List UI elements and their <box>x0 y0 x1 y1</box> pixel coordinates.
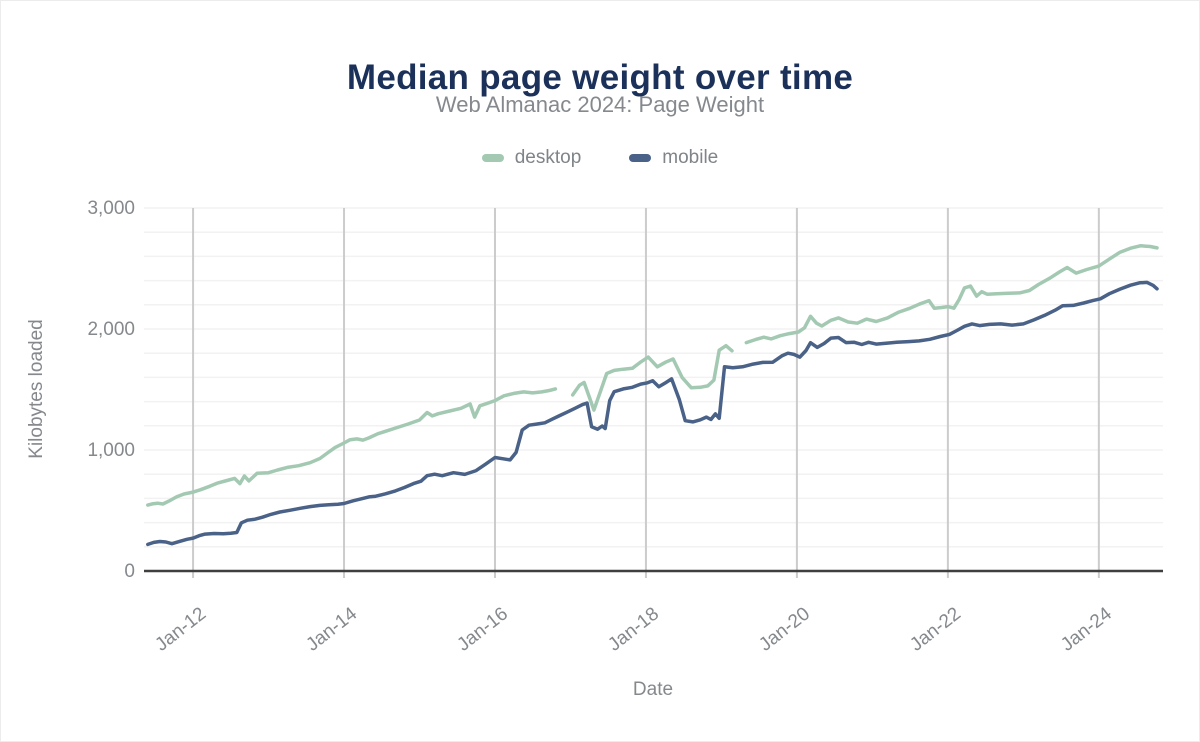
horizontal-gridlines <box>144 207 1163 548</box>
legend: desktop mobile <box>1 147 1199 169</box>
x-tick-label: Jan-14 <box>302 603 361 656</box>
legend-item-mobile[interactable]: mobile <box>629 147 718 169</box>
legend-label-mobile: mobile <box>662 147 719 168</box>
x-axis-title: Date <box>632 679 674 700</box>
y-tick-labels: 0 1,000 2,000 3,000 <box>87 198 135 582</box>
legend-label-desktop: desktop <box>514 147 582 168</box>
x-tick-labels: Jan-12 Jan-14 Jan-16 Jan-18 Jan-20 Jan-22 Jan-… <box>151 603 1116 656</box>
chart-title: Median page weight over time <box>346 58 854 98</box>
y-tick-label: 1,000 <box>87 440 135 461</box>
vertical-gridlines <box>192 208 1100 578</box>
mobile-series-swatch <box>629 154 652 162</box>
chart-subtitle: Web Almanac 2024: Page Weight <box>435 92 765 117</box>
x-tick-label: Jan-24 <box>1057 603 1116 656</box>
desktop-line <box>146 244 1159 507</box>
x-tick-label: Jan-18 <box>604 603 663 655</box>
x-tick-label: Jan-12 <box>151 603 210 655</box>
legend-item-desktop[interactable]: desktop <box>481 147 582 169</box>
y-tick-label: 2,000 <box>87 319 135 340</box>
x-tick-label: Jan-20 <box>755 603 814 655</box>
y-tick-label: 3,000 <box>87 198 135 219</box>
y-tick-label: 0 <box>124 561 135 582</box>
x-tick-label: Jan-22 <box>906 603 965 655</box>
x-tick-label: Jan-16 <box>453 603 512 655</box>
mobile-line <box>146 280 1159 547</box>
desktop-series-swatch <box>481 154 504 162</box>
